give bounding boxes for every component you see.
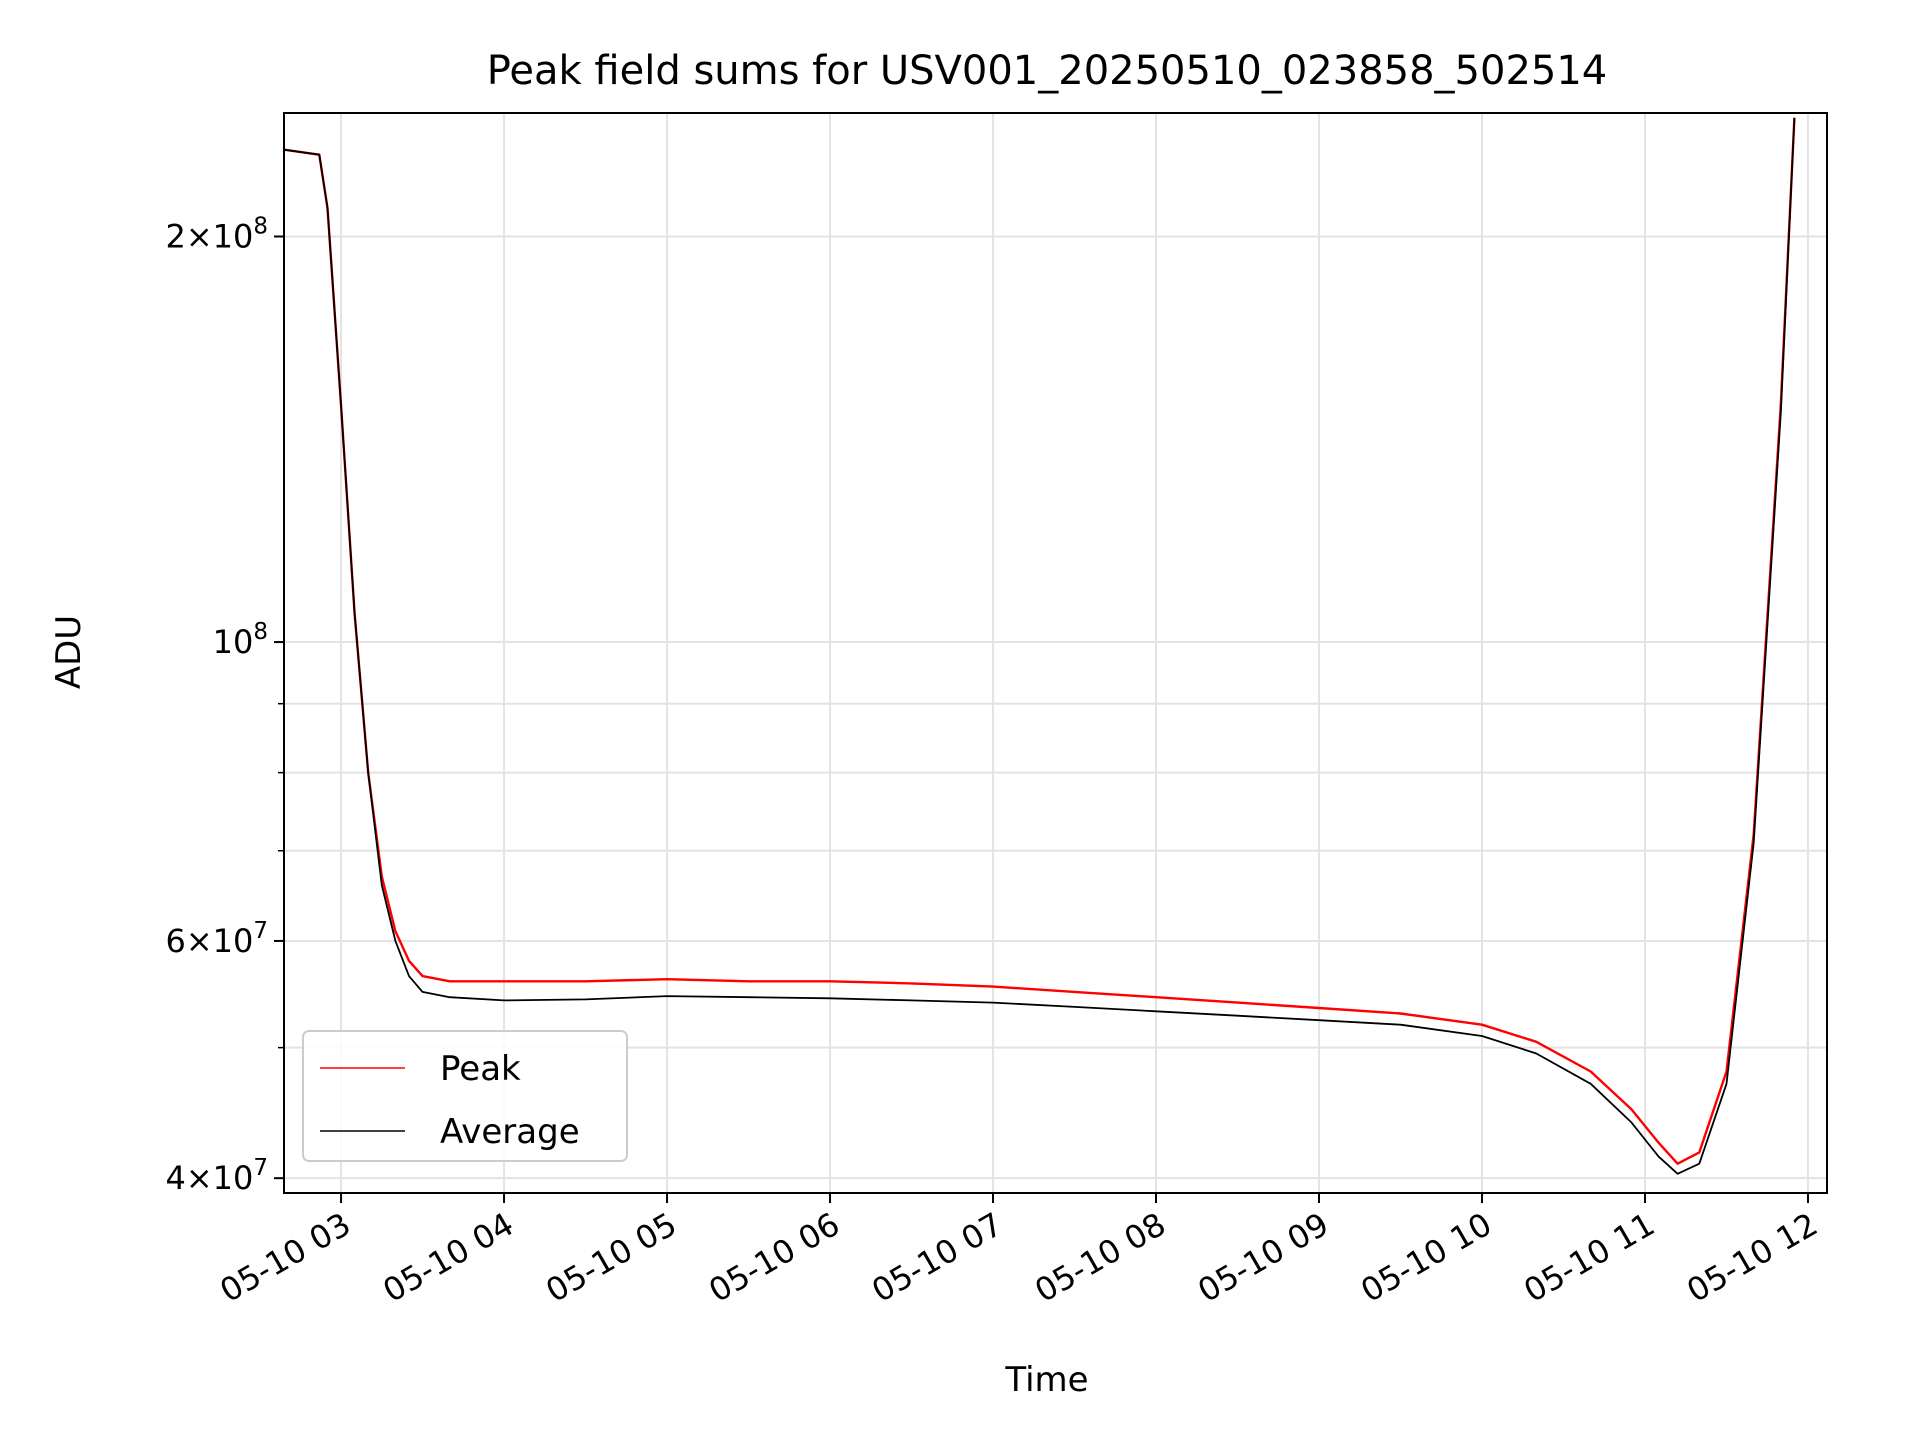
legend-label-average: Average (440, 1112, 580, 1152)
y-tick-label: 4×107 (165, 1155, 268, 1197)
y-tick-label: 108 (213, 619, 268, 661)
legend: Peak Average (302, 1030, 628, 1162)
series-line-average (284, 117, 1796, 1175)
series-layer (284, 117, 1796, 1175)
y-axis-title: ADU (49, 615, 89, 689)
plot-frame (283, 112, 1828, 1194)
legend-label-peak: Peak (440, 1049, 521, 1089)
y-tick-label: 6×107 (165, 918, 268, 960)
legend-box (302, 1030, 628, 1162)
chart-title: Peak field sums for USV001_20250510_0238… (487, 48, 1608, 94)
x-axis-title: Time (1004, 1360, 1088, 1400)
y-tick-label: 2×108 (165, 213, 268, 255)
grid (284, 113, 1827, 1193)
